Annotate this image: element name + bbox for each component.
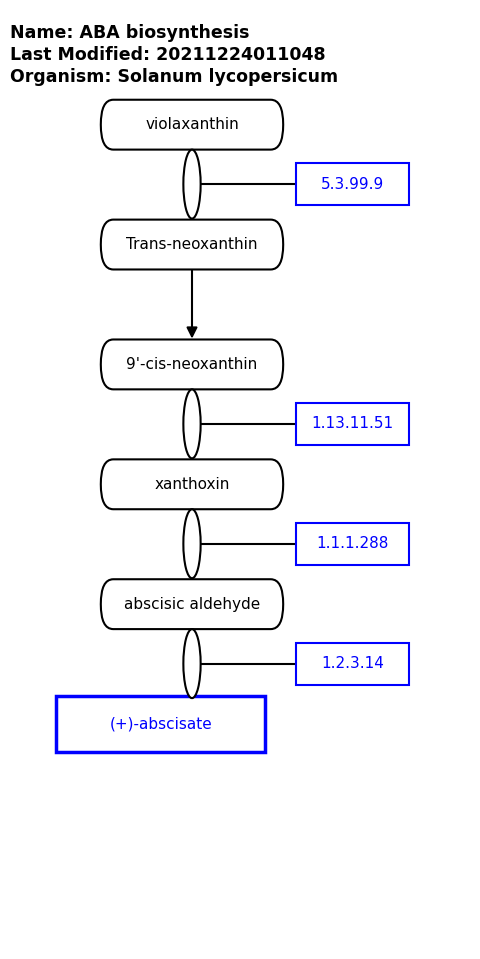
Text: violaxanthin: violaxanthin: [145, 117, 239, 132]
Text: 5.3.99.9: 5.3.99.9: [321, 176, 384, 192]
FancyBboxPatch shape: [101, 339, 283, 389]
FancyBboxPatch shape: [101, 220, 283, 269]
Bar: [57, 696, 265, 752]
Text: Trans-neoxanthin: Trans-neoxanthin: [126, 237, 258, 252]
Ellipse shape: [183, 150, 201, 219]
Text: 1.13.11.51: 1.13.11.51: [312, 416, 394, 432]
Text: abscisic aldehyde: abscisic aldehyde: [124, 596, 260, 612]
Ellipse shape: [183, 389, 201, 458]
FancyBboxPatch shape: [101, 459, 283, 509]
FancyBboxPatch shape: [101, 100, 283, 150]
Text: Name: ABA biosynthesis: Name: ABA biosynthesis: [10, 24, 249, 42]
Ellipse shape: [183, 629, 201, 698]
Bar: [296, 643, 409, 685]
Bar: [296, 403, 409, 445]
Bar: [296, 163, 409, 205]
FancyBboxPatch shape: [101, 579, 283, 629]
Text: Organism: Solanum lycopersicum: Organism: Solanum lycopersicum: [10, 68, 338, 86]
Bar: [296, 523, 409, 565]
Text: 9'-cis-neoxanthin: 9'-cis-neoxanthin: [126, 357, 258, 372]
Ellipse shape: [183, 509, 201, 578]
Text: (+)-abscisate: (+)-abscisate: [109, 716, 212, 732]
Text: 1.2.3.14: 1.2.3.14: [322, 656, 384, 671]
Text: xanthoxin: xanthoxin: [154, 477, 230, 492]
Text: Last Modified: 20211224011048: Last Modified: 20211224011048: [10, 46, 325, 64]
Text: 1.1.1.288: 1.1.1.288: [317, 536, 389, 551]
